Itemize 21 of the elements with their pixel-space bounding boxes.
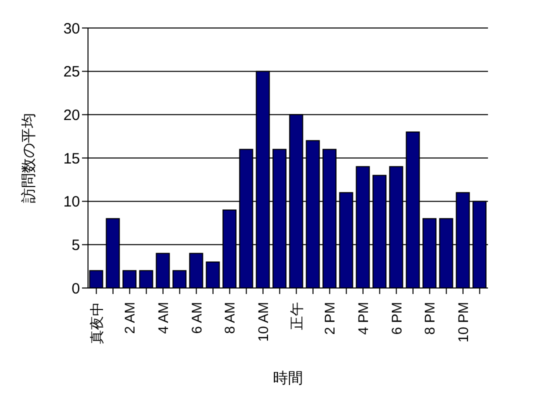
y-tick-label: 5 [72,236,80,254]
x-tick-label: 6 PM [388,302,404,335]
x-tick-label: 2 PM [322,302,338,335]
y-axis-title: 訪問数の平均 [20,113,38,203]
x-tick-label: 4 PM [355,302,371,335]
x-tick-label: 10 AM [255,302,271,342]
y-tick-label: 10 [63,194,80,211]
y-tick-label: 30 [63,20,80,38]
x-tick-label: 真夜中 [88,302,104,344]
y-tick-label: 15 [63,150,80,168]
y-tick-label: 20 [63,106,80,124]
x-tick-label: 6 AM [188,302,204,334]
x-tick-label: 10 PM [455,302,471,342]
y-tick-label: 25 [63,64,80,81]
x-axis-title: 時間 [273,370,303,387]
x-tick-label: 4 AM [155,302,171,334]
x-tick-label: 8 PM [422,302,438,335]
y-tick-label: 0 [72,280,80,298]
x-tick-label: 8 AM [222,302,238,334]
x-tick-label: 正午 [288,302,304,330]
x-tick-label: 2 AM [122,302,138,334]
